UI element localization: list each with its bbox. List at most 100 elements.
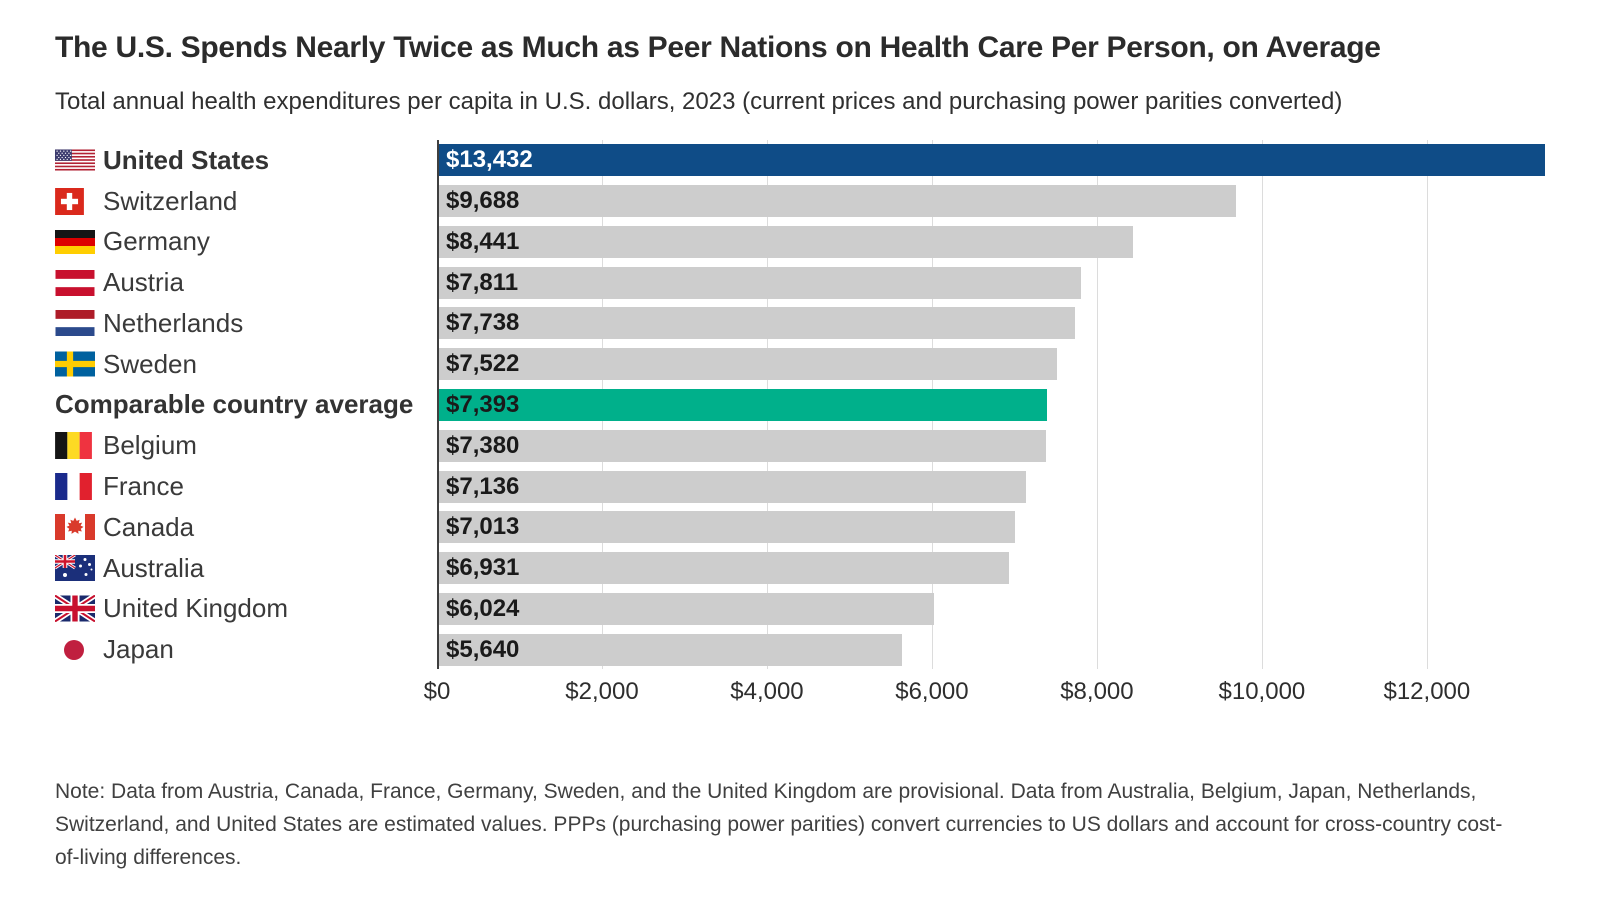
- chart-row: Belgium $7,380: [55, 425, 1545, 466]
- country-label: Belgium: [103, 430, 197, 461]
- chart-row: Germany $8,441: [55, 222, 1545, 263]
- bar-value-label: $7,380: [446, 431, 520, 459]
- country-label: France: [103, 471, 184, 501]
- row-label-cell: Australia: [55, 553, 437, 584]
- bar-track: $7,738: [437, 307, 1545, 340]
- row-label-cell: France: [55, 471, 437, 502]
- se-flag-icon: [55, 351, 97, 377]
- de-flag-icon: [55, 229, 97, 254]
- chart-row: France $7,136: [55, 466, 1545, 507]
- bar-track: $7,136: [437, 470, 1545, 503]
- chart-row: Comparable country average $7,393: [55, 385, 1545, 426]
- bar-sweden: $7,522: [437, 348, 1058, 381]
- bar-australia: $6,931: [437, 552, 1009, 585]
- bar-value-label: $7,136: [446, 472, 520, 500]
- country-label: Netherlands: [103, 307, 244, 338]
- bar-austria: $7,811: [437, 266, 1082, 299]
- bar-germany: $8,441: [437, 225, 1134, 258]
- bar-japan: $5,640: [437, 633, 903, 666]
- chart-row: Sweden $7,522: [55, 344, 1545, 385]
- row-label-cell: Austria: [55, 267, 437, 298]
- row-label-cell: Japan: [55, 634, 437, 665]
- bar-value-label: $13,432: [446, 146, 533, 174]
- bar-track: $6,024: [437, 592, 1545, 625]
- bar-belgium: $7,380: [437, 429, 1046, 462]
- chart-row: United Kingdom $6,024: [55, 588, 1545, 629]
- bar-track: $7,393: [437, 388, 1545, 421]
- bar-track: $7,013: [437, 511, 1545, 544]
- bar-value-label: $6,931: [446, 554, 520, 582]
- au-flag-icon: [55, 555, 97, 582]
- fr-flag-icon: [55, 473, 97, 500]
- row-label-cell: Belgium: [55, 430, 437, 461]
- bar-value-label: $6,024: [446, 594, 520, 622]
- x-axis: $0 $2,000 $4,000 $6,000 $8,000 $10,000 $12,000: [55, 678, 1545, 712]
- bar-chart: United States $13,432 Switzerland $9,688 Ger…: [55, 140, 1545, 670]
- chart-row: Japan $5,640: [55, 629, 1545, 670]
- chart-row: Australia $6,931: [55, 548, 1545, 589]
- bar-track: $7,522: [437, 348, 1545, 381]
- chart-subtitle: Total annual health expenditures per cap…: [55, 88, 1343, 115]
- bar-track: $5,640: [437, 633, 1545, 666]
- country-label: United Kingdom: [103, 593, 288, 624]
- bar-switzerland: $9,688: [437, 185, 1237, 218]
- country-label: Sweden: [103, 348, 197, 379]
- bar-track: $9,688: [437, 185, 1545, 218]
- row-label-cell: Germany: [55, 226, 437, 257]
- bar-track: $6,931: [437, 552, 1545, 585]
- bar-value-label: $7,013: [446, 513, 520, 541]
- bar-value-label: $5,640: [446, 635, 520, 663]
- bar-united-kingdom: $6,024: [437, 592, 934, 625]
- country-label: Australia: [103, 552, 205, 583]
- chart-row: Switzerland $9,688: [55, 181, 1545, 222]
- bar-track: $13,432: [437, 144, 1545, 177]
- bar-value-label: $9,688: [446, 187, 520, 215]
- row-label-cell: Switzerland: [55, 186, 437, 217]
- us-flag-icon: [55, 149, 97, 171]
- row-label-cell: United States: [55, 145, 437, 176]
- ca-flag-icon: [55, 514, 97, 541]
- jp-flag-icon: [55, 636, 97, 663]
- bar-france: $7,136: [437, 470, 1026, 503]
- x-tick-label: $10,000: [1218, 678, 1306, 705]
- bar-value-label: $8,441: [446, 227, 520, 255]
- bar-track: $7,811: [437, 266, 1545, 299]
- x-tick-label: $12,000: [1383, 678, 1471, 705]
- gridline: [1096, 140, 1098, 669]
- chart-rows: United States $13,432 Switzerland $9,688 Ger…: [55, 140, 1545, 670]
- row-label-cell: Sweden: [55, 349, 437, 380]
- uk-flag-icon: [55, 595, 97, 623]
- country-label: Comparable country average: [55, 389, 414, 420]
- x-tick-label: $4,000: [730, 678, 804, 705]
- row-label-cell: United Kingdom: [55, 593, 437, 624]
- chart-row: Netherlands $7,738: [55, 303, 1545, 344]
- bar-value-label: $7,811: [446, 268, 519, 296]
- chart-title: The U.S. Spends Nearly Twice as Much as …: [55, 31, 1381, 64]
- y-axis-line: [437, 140, 439, 669]
- country-label: Austria: [103, 267, 184, 298]
- x-tick-label: $0: [423, 678, 451, 705]
- country-label: Switzerland: [103, 185, 238, 216]
- chart-row: United States $13,432: [55, 140, 1545, 181]
- at-flag-icon: [55, 269, 97, 296]
- footnote: Note: Data from Austria, Canada, France,…: [55, 780, 1503, 869]
- row-label-cell: Canada: [55, 512, 437, 543]
- bar-value-label: $7,738: [446, 309, 520, 337]
- row-label-cell: Netherlands: [55, 308, 437, 339]
- bar-netherlands: $7,738: [437, 307, 1076, 340]
- country-label: United States: [103, 144, 270, 175]
- x-tick-label: $8,000: [1060, 678, 1134, 705]
- country-label: Japan: [103, 634, 174, 665]
- x-tick-label: $2,000: [565, 678, 639, 705]
- gridline: [1426, 140, 1428, 669]
- row-label-cell: Comparable country average: [55, 389, 437, 420]
- chart-row: Canada $7,013: [55, 507, 1545, 548]
- be-flag-icon: [55, 432, 97, 460]
- nl-flag-icon: [55, 310, 97, 337]
- bar-comparable-country-average: $7,393: [437, 388, 1047, 421]
- bar-canada: $7,013: [437, 511, 1016, 544]
- country-label: Canada: [103, 511, 195, 542]
- bar-value-label: $7,393: [446, 390, 520, 418]
- ch-flag-icon: [55, 187, 97, 215]
